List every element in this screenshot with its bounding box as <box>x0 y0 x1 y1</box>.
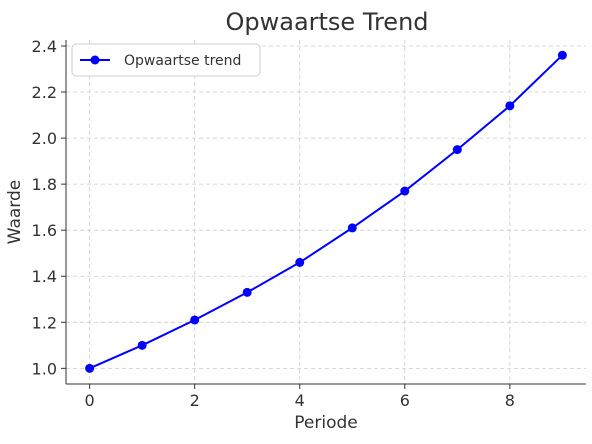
series-line <box>88 54 564 370</box>
legend-label: Opwaartse trend <box>124 53 241 69</box>
grid <box>66 40 586 384</box>
y-tick-label: 2.2 <box>32 83 57 102</box>
data-point <box>85 363 95 373</box>
legend-box <box>71 43 261 77</box>
series-layer <box>85 50 567 373</box>
y-tick-label: 2.4 <box>32 37 57 56</box>
data-point <box>137 340 147 350</box>
x-tick-label: 4 <box>295 391 305 410</box>
y-axis-label: Waarde <box>5 180 25 245</box>
y-tick-label: 1.2 <box>32 313 57 332</box>
x-tick-label: 6 <box>400 391 410 410</box>
x-tick-label: 0 <box>85 391 95 410</box>
chart-title: Opwaartse Trend <box>225 8 428 36</box>
x-tick-label: 2 <box>190 391 200 410</box>
data-point <box>557 50 567 60</box>
ticks: 0 2 4 6 8 1.0 1.2 1.4 1.6 1.8 2.0 2.2 2.4 <box>32 37 515 410</box>
data-point <box>400 186 410 196</box>
y-tick-label: 1.6 <box>32 221 57 240</box>
y-tick-label: 1.0 <box>32 359 57 378</box>
x-tick-label: 8 <box>505 391 515 410</box>
data-point <box>452 145 462 155</box>
legend-marker <box>90 55 100 65</box>
data-point <box>242 287 252 297</box>
y-tick-label: 2.0 <box>32 129 57 148</box>
x-axis-label: Periode <box>294 413 357 433</box>
y-tick-label: 1.8 <box>32 175 57 194</box>
axes <box>65 40 586 385</box>
y-tick-label: 1.4 <box>32 267 57 286</box>
data-point <box>190 315 200 325</box>
data-point <box>295 257 305 267</box>
data-point <box>347 223 357 233</box>
data-point <box>505 101 515 111</box>
legend: Opwaartse trend <box>71 43 261 77</box>
